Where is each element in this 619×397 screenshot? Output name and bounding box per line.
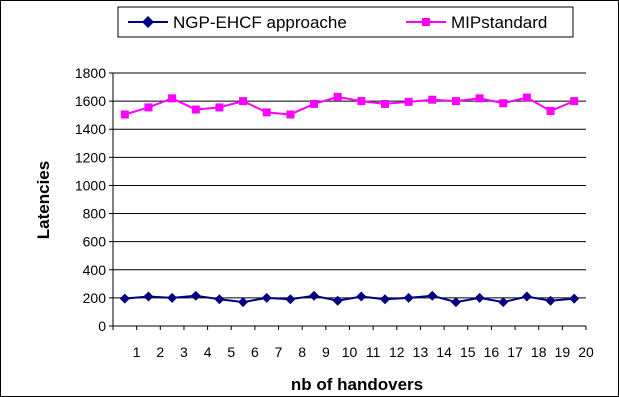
x-tick-label: 13 [413,344,429,360]
data-series [119,92,580,308]
data-point-square [286,110,295,119]
x-axis-title: nb of handovers [291,375,423,394]
data-point-diamond [143,291,154,302]
data-point-square [168,94,177,103]
y-tick-label: 1400 [75,121,106,137]
gridlines [113,72,586,299]
data-point-diamond [356,291,367,302]
data-point-square [215,103,224,112]
x-tick-label: 18 [531,344,547,360]
data-point-square [451,97,460,106]
x-tick-label: 2 [156,344,164,360]
data-point-diamond [498,297,509,308]
data-point-square [333,92,342,101]
y-tick-label: 1800 [75,65,106,81]
data-point-diamond [285,294,296,305]
x-tick-label: 5 [227,344,235,360]
x-tick-label: 14 [436,344,452,360]
x-tick-label: 16 [484,344,500,360]
x-tick-label: 20 [578,344,594,360]
y-tick-label: 200 [83,290,107,306]
data-point-diamond [474,292,485,303]
data-point-square [428,95,437,104]
data-point-square [380,99,389,108]
data-point-diamond [332,295,343,306]
data-point-diamond [545,295,556,306]
y-tick-label: 800 [83,206,107,222]
data-point-square [499,99,508,108]
y-axis-title: Latencies [34,161,53,239]
x-tick-label: 10 [342,344,358,360]
data-point-diamond [309,290,320,301]
x-tick-label: 17 [507,344,523,360]
y-tick-label: 1000 [75,177,106,193]
y-tick-label: 1600 [75,93,106,109]
x-tick-label: 11 [366,344,381,360]
x-tick-label: 12 [389,344,405,360]
data-point-square [475,94,484,103]
data-point-diamond [521,291,532,302]
y-tick-label: 400 [83,262,107,278]
x-tick-label: 4 [204,344,212,360]
data-point-diamond [190,290,201,301]
data-point-diamond [427,290,438,301]
x-tick-label: 15 [460,344,476,360]
data-point-diamond [119,293,130,304]
y-tick-label: 600 [83,234,107,250]
data-point-square [522,93,531,102]
data-point-diamond [167,292,178,303]
data-point-square [546,106,555,115]
legend: NGP-EHCF approache MIPstandard [117,6,574,38]
x-tick-label: 19 [555,344,571,360]
data-point-square [239,97,248,106]
data-point-diamond [569,293,580,304]
data-point-diamond [238,297,249,308]
data-point-diamond [450,297,461,308]
data-point-diamond [403,292,414,303]
y-tick-label: 1200 [75,149,106,165]
x-tick-label: 3 [180,344,188,360]
data-point-square [120,110,129,119]
data-point-square [404,97,413,106]
x-tick-label: 6 [251,344,259,360]
data-point-diamond [379,294,390,305]
legend-label-ngp: NGP-EHCF approache [173,13,347,32]
x-tick-label: 1 [133,344,141,360]
data-point-square [262,108,271,117]
legend-box [117,6,574,38]
data-point-square [310,99,319,108]
legend-label-mip: MIPstandard [451,13,547,32]
data-point-square [191,105,200,114]
x-tick-label: 7 [275,344,283,360]
y-tick-label: 0 [98,318,106,334]
data-point-square [570,97,579,106]
data-point-diamond [261,292,272,303]
legend-marker-mip [422,18,430,26]
x-tick-label: 9 [322,344,330,360]
data-point-diamond [214,294,225,305]
data-point-square [357,97,366,106]
legend-marker-ngp [142,16,154,28]
data-point-square [144,103,153,112]
x-tick-label: 8 [298,344,306,360]
